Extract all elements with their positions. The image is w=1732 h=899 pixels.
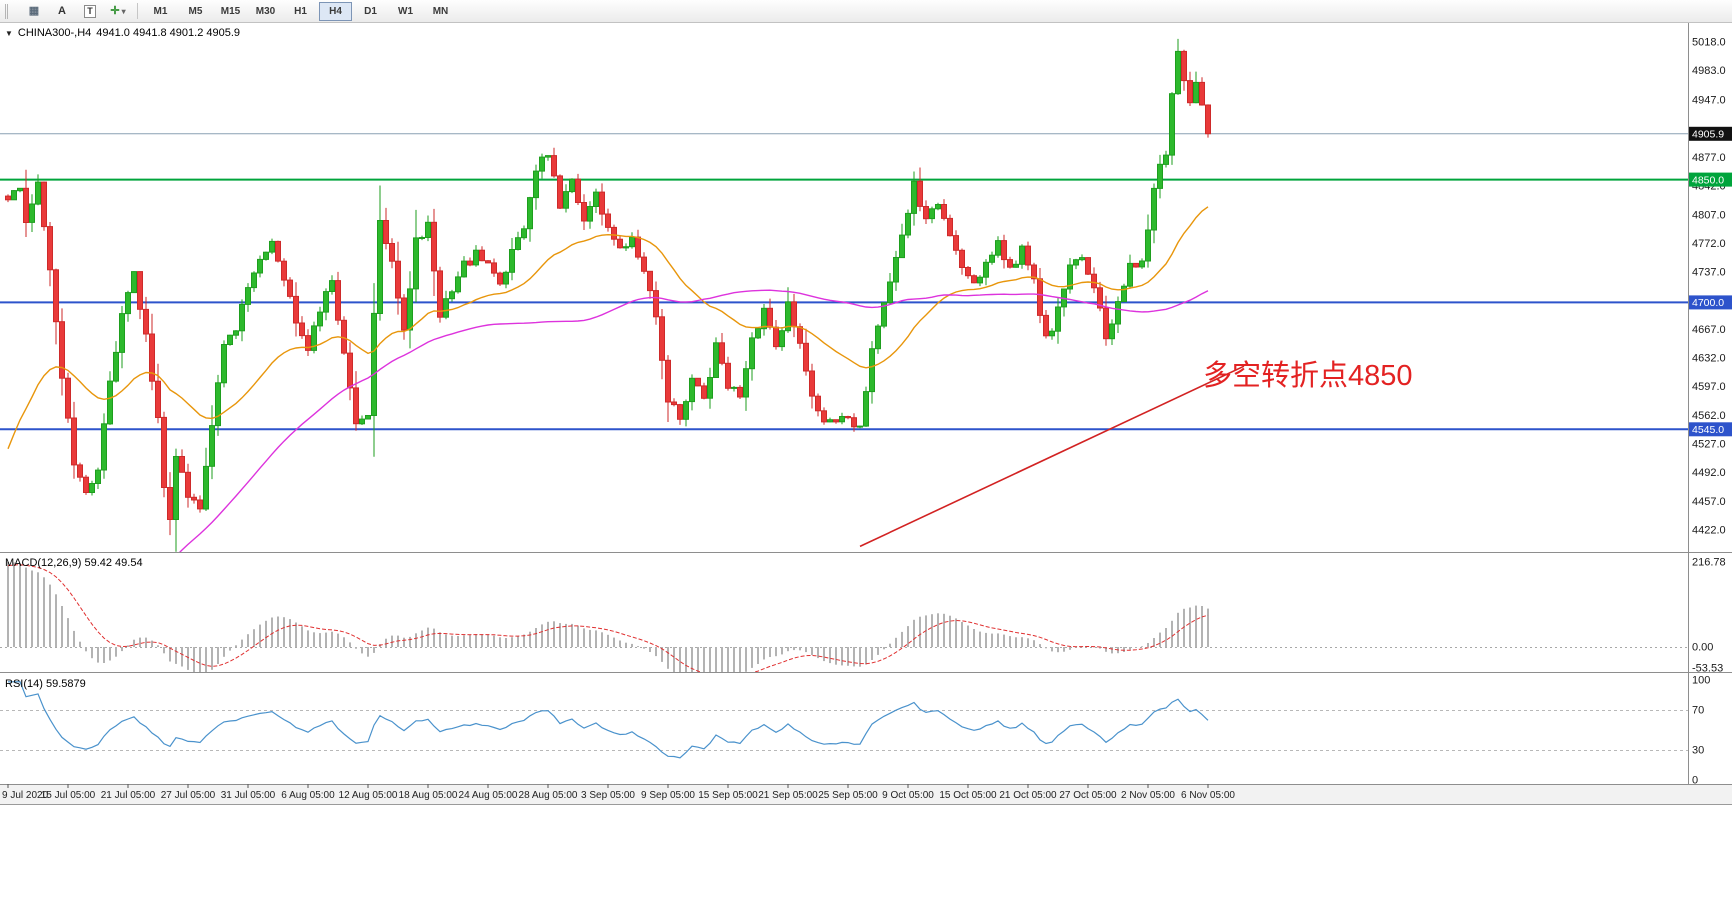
svg-text:15 Sep 05:00: 15 Sep 05:00 — [698, 790, 758, 801]
svg-text:27 Oct 05:00: 27 Oct 05:00 — [1059, 790, 1117, 801]
svg-text:4877.0: 4877.0 — [1692, 152, 1726, 164]
trend-line[interactable] — [859, 365, 1245, 548]
text-tool-icon[interactable]: T — [76, 1, 104, 21]
svg-text:4905.9: 4905.9 — [1692, 129, 1724, 141]
svg-text:4597.0: 4597.0 — [1692, 381, 1726, 393]
svg-text:4562.0: 4562.0 — [1692, 410, 1726, 422]
svg-text:4700.0: 4700.0 — [1692, 297, 1724, 309]
svg-text:18 Aug 05:00: 18 Aug 05:00 — [399, 790, 458, 801]
svg-text:31 Jul 05:00: 31 Jul 05:00 — [221, 790, 276, 801]
chart-grid-icon-glyph: ▦ — [28, 4, 40, 17]
timeframe-button-D1[interactable]: D1 — [364, 5, 377, 17]
timeframe-button-M5[interactable]: M5 — [188, 5, 203, 17]
rsi-line — [8, 681, 1209, 759]
macd-signal-line — [7, 564, 1209, 672]
svg-text:27 Jul 05:00: 27 Jul 05:00 — [161, 790, 216, 801]
price-badge: 4850.0 — [1689, 172, 1732, 187]
svg-text:100: 100 — [1692, 675, 1710, 687]
toolbar-grip[interactable] — [5, 3, 15, 19]
timeframe-button-H1[interactable]: H1 — [294, 5, 307, 17]
indicator-tool-icon-glyph: ✛ — [110, 4, 120, 17]
price-badge: 4700.0 — [1689, 295, 1732, 310]
timeframe-button-M1[interactable]: M1 — [153, 5, 168, 17]
ma-fast-line — [7, 206, 1209, 450]
timeframe-button-MN[interactable]: MN — [432, 5, 449, 17]
svg-text:3 Sep 05:00: 3 Sep 05:00 — [581, 790, 635, 801]
svg-text:6 Nov 05:00: 6 Nov 05:00 — [1181, 790, 1235, 801]
svg-text:9 Jul 2020: 9 Jul 2020 — [2, 790, 49, 801]
svg-text:6 Aug 05:00: 6 Aug 05:00 — [281, 790, 335, 801]
svg-text:4772.0: 4772.0 — [1692, 238, 1726, 250]
svg-text:4492.0: 4492.0 — [1692, 467, 1726, 479]
svg-text:15 Oct 05:00: 15 Oct 05:00 — [939, 790, 997, 801]
text-tool-icon-glyph: T — [84, 4, 96, 18]
svg-text:12 Aug 05:00: 12 Aug 05:00 — [339, 790, 398, 801]
arrow-tool-icon[interactable]: A — [48, 1, 76, 21]
price-badge: 4905.9 — [1689, 126, 1732, 141]
svg-text:9 Sep 05:00: 9 Sep 05:00 — [641, 790, 695, 801]
svg-text:-53.53: -53.53 — [1692, 663, 1723, 675]
svg-text:4667.0: 4667.0 — [1692, 324, 1726, 336]
timeframe-button-H4[interactable]: H4 — [319, 1, 352, 21]
candles-layer — [5, 38, 1211, 552]
svg-text:9 Oct 05:00: 9 Oct 05:00 — [882, 790, 934, 801]
dropdown-caret-icon: ▾ — [121, 6, 126, 16]
timeframe-group: M1 M5 M15 M30 H1 H4 D1 W1 MN — [143, 1, 458, 21]
chart-grid-icon[interactable]: ▦ — [20, 1, 48, 21]
scale-axis-labels[interactable]: 5018.04983.04947.04877.04842.04807.04772… — [1692, 37, 1726, 787]
macd-histogram — [7, 562, 1209, 672]
svg-text:2 Nov 05:00: 2 Nov 05:00 — [1121, 790, 1175, 801]
time-axis-strip — [0, 784, 1732, 804]
svg-text:4527.0: 4527.0 — [1692, 439, 1726, 451]
svg-text:70: 70 — [1692, 705, 1704, 717]
toolbar-separator — [137, 3, 138, 19]
arrow-tool-icon-glyph: A — [58, 4, 66, 17]
top-toolbar: ▦ A T ✛ ▾ M1 M5 M15 M30 H1 H4 D1 W1 MN — [0, 0, 1732, 23]
svg-text:4947.0: 4947.0 — [1692, 95, 1726, 107]
tool-icons-group: ▦ A T ✛ ▾ — [20, 1, 132, 21]
chart-area[interactable]: 9 Jul 2020 15 Jul 05:00 21 Jul 05:00 27 Jul… — [0, 22, 1732, 894]
svg-text:28 Aug 05:00: 28 Aug 05:00 — [519, 790, 578, 801]
timeframe-button-M15[interactable]: M15 — [220, 5, 241, 17]
svg-text:0: 0 — [1692, 775, 1698, 787]
svg-text:24 Aug 05:00: 24 Aug 05:00 — [459, 790, 518, 801]
svg-text:4545.0: 4545.0 — [1692, 424, 1724, 436]
svg-text:15 Jul 05:00: 15 Jul 05:00 — [41, 790, 96, 801]
svg-text:4983.0: 4983.0 — [1692, 65, 1726, 77]
svg-text:30: 30 — [1692, 745, 1704, 757]
timeframe-button-M30[interactable]: M30 — [255, 5, 276, 17]
ma-slow-line — [179, 289, 1209, 552]
svg-text:21 Sep 05:00: 21 Sep 05:00 — [758, 790, 818, 801]
svg-text:25 Sep 05:00: 25 Sep 05:00 — [818, 790, 878, 801]
indicator-tool-icon[interactable]: ✛ ▾ — [104, 1, 132, 21]
svg-text:4632.0: 4632.0 — [1692, 353, 1726, 365]
svg-text:4850.0: 4850.0 — [1692, 174, 1724, 186]
svg-text:4807.0: 4807.0 — [1692, 209, 1726, 221]
svg-text:4737.0: 4737.0 — [1692, 267, 1726, 279]
svg-text:5018.0: 5018.0 — [1692, 37, 1726, 49]
price-badge: 4545.0 — [1689, 422, 1732, 437]
svg-text:216.78: 216.78 — [1692, 557, 1726, 569]
timeframe-button-W1[interactable]: W1 — [398, 5, 413, 17]
svg-text:4457.0: 4457.0 — [1692, 496, 1726, 508]
svg-text:0.00: 0.00 — [1692, 642, 1713, 654]
svg-text:21 Jul 05:00: 21 Jul 05:00 — [101, 790, 156, 801]
svg-text:21 Oct 05:00: 21 Oct 05:00 — [999, 790, 1057, 801]
svg-text:4422.0: 4422.0 — [1692, 525, 1726, 537]
